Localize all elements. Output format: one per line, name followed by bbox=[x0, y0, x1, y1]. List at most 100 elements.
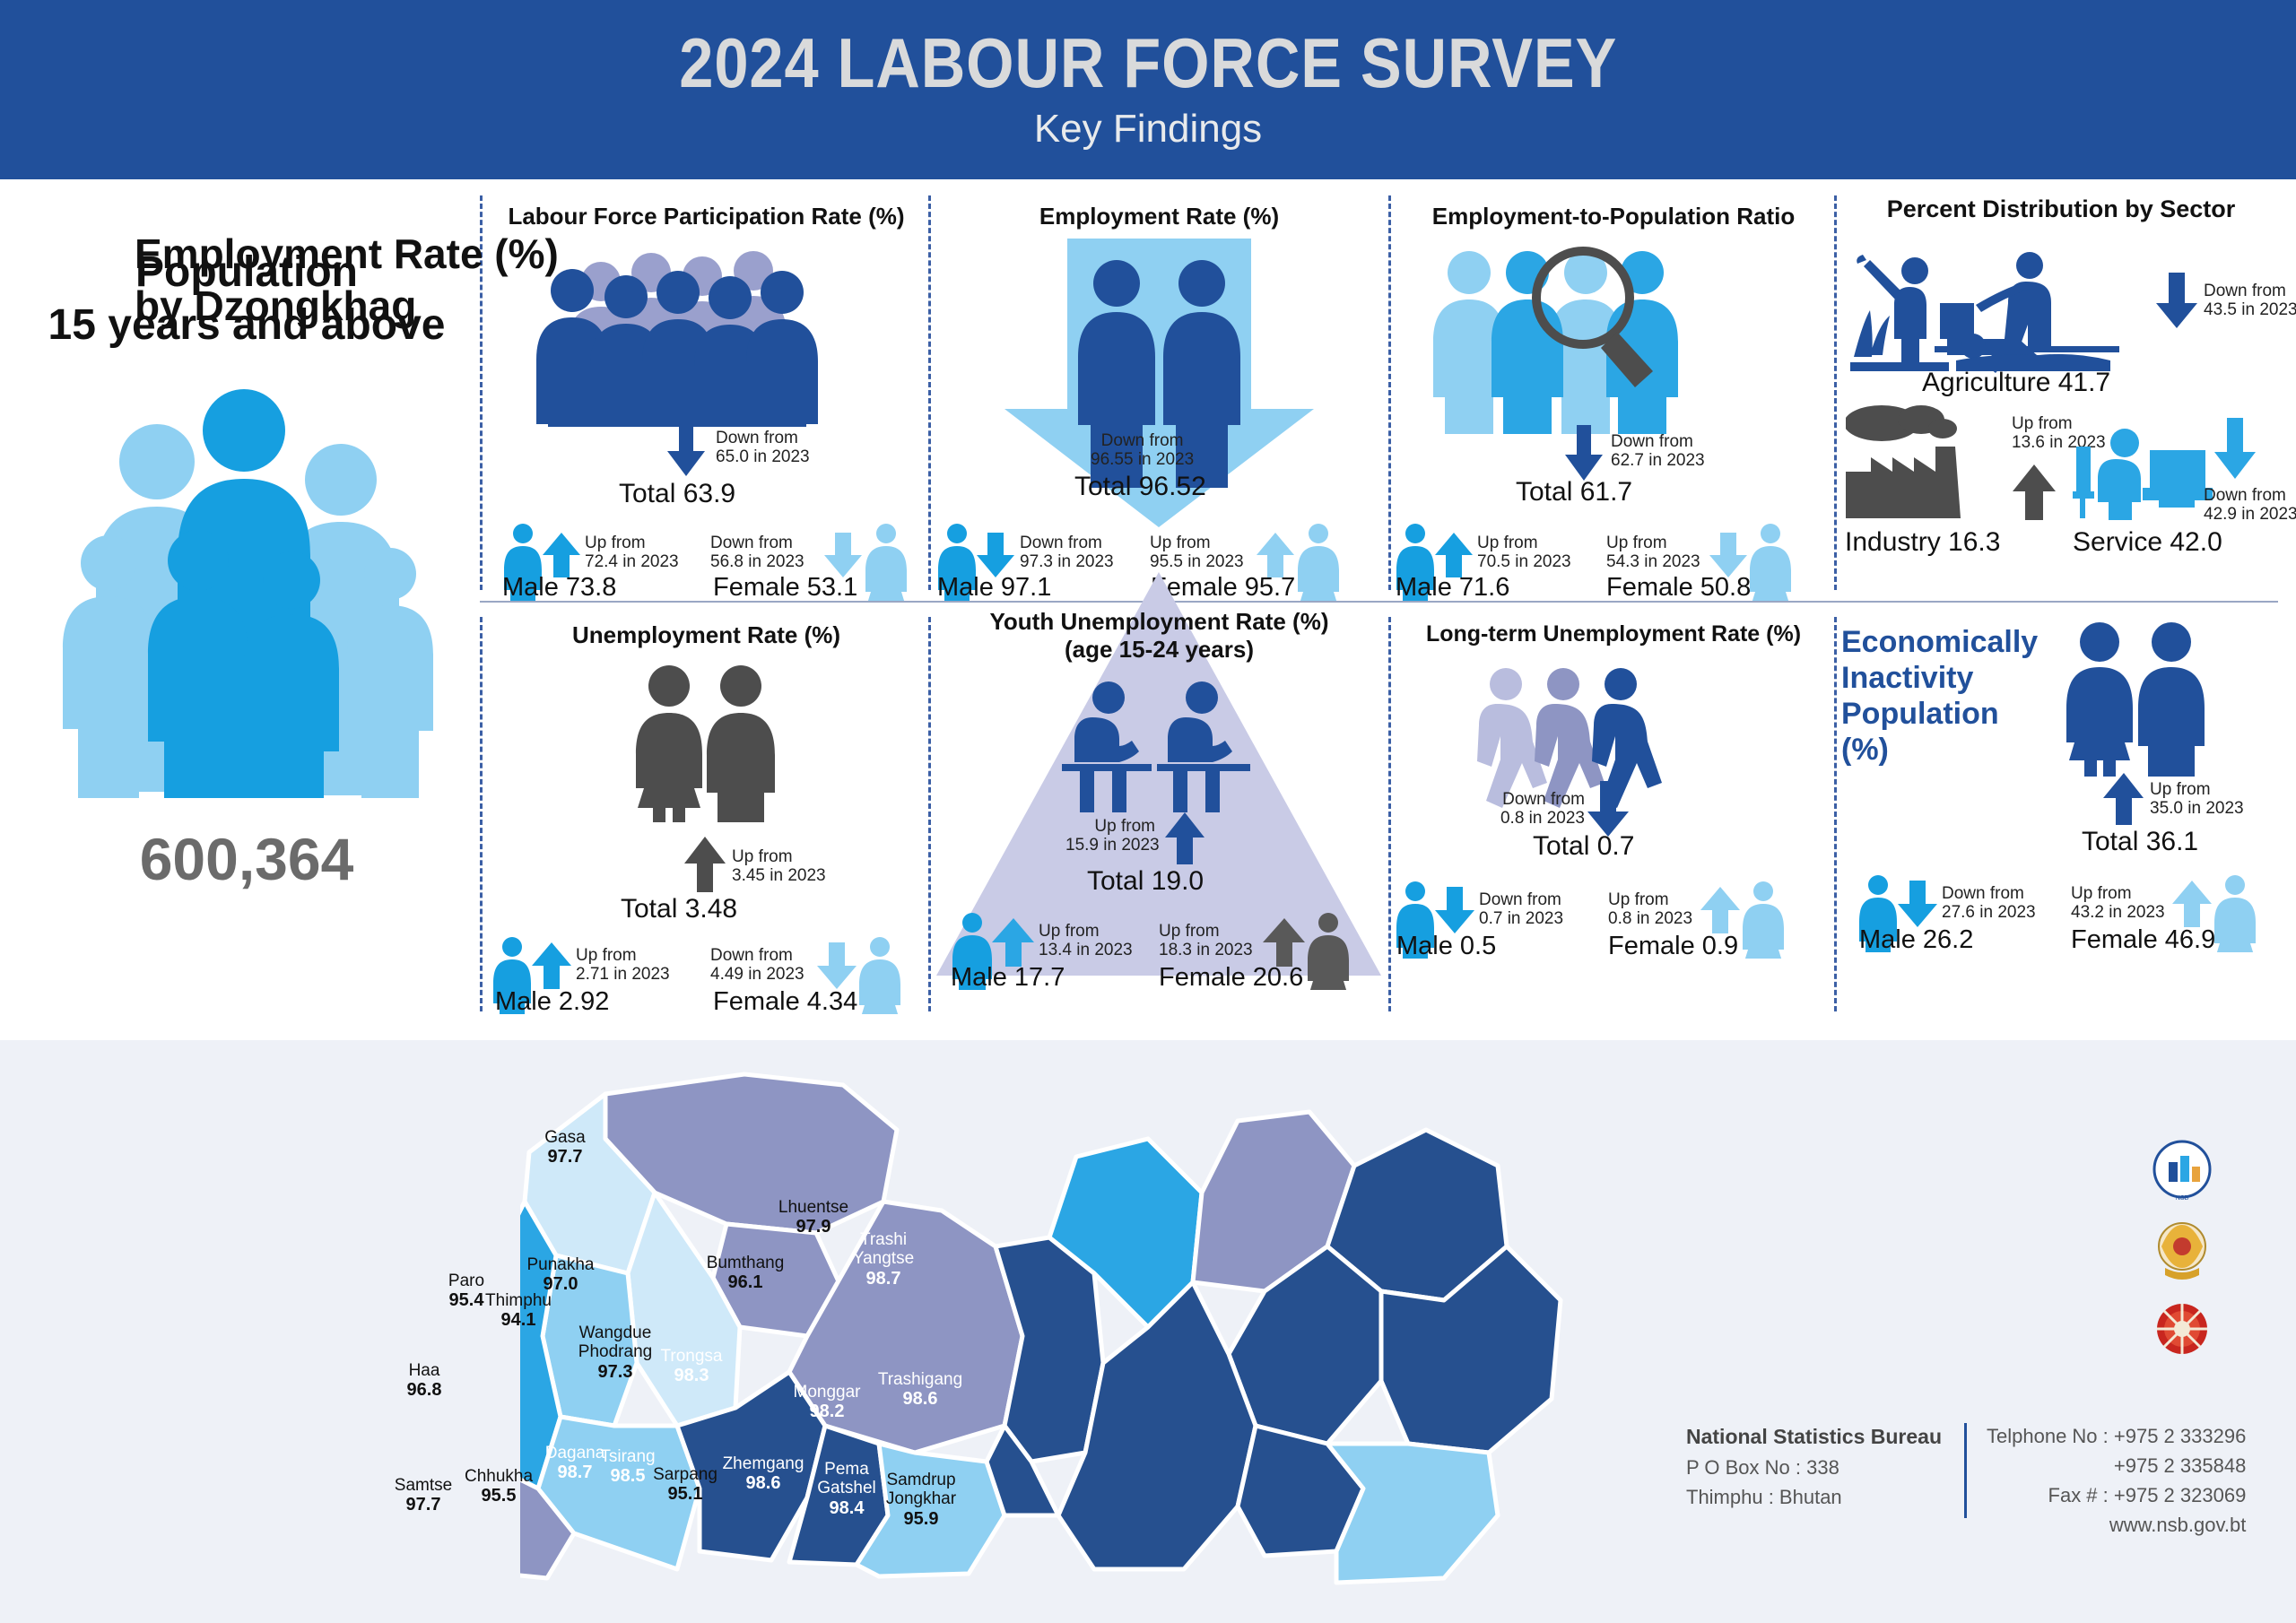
svg-text:NSB: NSB bbox=[2176, 1195, 2189, 1202]
divider-8 bbox=[1834, 617, 1837, 1011]
unemployment-female-label: Female 4.34 bbox=[713, 987, 858, 1016]
panels-grid: Labour Force Participation Rate (%) bbox=[480, 195, 2296, 1029]
arrow-down-icon bbox=[1898, 881, 1937, 927]
youth-male-note: Up from 13.4 in 2023 bbox=[1039, 922, 1133, 960]
epr-people-magnifier-icon bbox=[1433, 247, 1678, 434]
male-icon bbox=[952, 913, 992, 990]
region-chhukha[interactable] bbox=[535, 1414, 702, 1572]
employment-total-note: Down from 96.55 in 2023 bbox=[1091, 431, 1195, 470]
inactivity-title-line4: (%) bbox=[1841, 733, 1889, 768]
region-samdrupjongkhar[interactable] bbox=[1325, 1441, 1500, 1585]
region-wangdue[interactable] bbox=[787, 1199, 1025, 1455]
youth-total: Total 19.0 bbox=[1087, 866, 1205, 896]
unemployment-female-note: Down from 4.49 in 2023 bbox=[710, 946, 804, 985]
arrow-up-icon bbox=[2172, 881, 2212, 927]
unemployment-male-note: Up from 2.71 in 2023 bbox=[576, 946, 670, 985]
footer-website[interactable]: www.nsb.gov.bt bbox=[2109, 1514, 2247, 1536]
arrow-up-icon bbox=[1257, 533, 1294, 577]
footer-pobox: P O Box No : 338 bbox=[1686, 1455, 1839, 1479]
arrow-down-icon bbox=[1709, 533, 1747, 577]
unemployment-total-note: Up from 3.45 in 2023 bbox=[732, 847, 826, 886]
logos-group: NSB bbox=[2144, 1139, 2251, 1374]
arrow-down-icon bbox=[977, 533, 1014, 577]
region-sarpang-east[interactable] bbox=[984, 1423, 1061, 1518]
male-icon bbox=[938, 524, 976, 601]
population-title-line1: Population bbox=[135, 248, 358, 296]
inactivity-female-note: Up from 43.2 in 2023 bbox=[2071, 884, 2165, 923]
region-sarpang[interactable] bbox=[854, 1441, 1007, 1579]
inactivity-female-label: Female 46.9 bbox=[2071, 925, 2216, 954]
inactivity-couple-icon bbox=[2066, 622, 2205, 777]
inactivity-male-label: Male 26.2 bbox=[1859, 925, 1974, 954]
bhutan-dzongkhag-map[interactable] bbox=[520, 1067, 1776, 1623]
panel-unemployment: Unemployment Rate (%) Up from 3.45 in 202… bbox=[484, 621, 928, 1016]
lfpr-female-note: Down from 56.8 in 2023 bbox=[710, 534, 804, 572]
arrow-up-icon bbox=[1263, 918, 1305, 967]
population-title: Population 15 years and above bbox=[18, 247, 475, 352]
longterm-female-label: Female 0.9 bbox=[1608, 932, 1739, 960]
map-heading-line2: by Dzongkhag bbox=[135, 282, 417, 329]
panel-youth-title-line1: Youth Unemployment Rate (%) bbox=[989, 608, 1329, 635]
page-title: 2024 LABOUR FORCE SURVEY bbox=[679, 23, 1617, 102]
footer-fax: Fax # : +975 2 323069 bbox=[2048, 1484, 2247, 1506]
unemployment-total: Total 3.48 bbox=[621, 894, 738, 924]
lfpr-people-icon bbox=[536, 251, 818, 427]
inactivity-total-note: Up from 35.0 in 2023 bbox=[2150, 780, 2244, 819]
panel-lfpr-title: Labour Force Participation Rate (%) bbox=[508, 203, 905, 230]
industry-icon bbox=[1846, 405, 1961, 518]
service-icon bbox=[2073, 429, 2213, 520]
agriculture-icon bbox=[1850, 252, 2119, 373]
panel-epr: Employment-to-Population Ratio Down from… bbox=[1393, 203, 1834, 602]
divider-7 bbox=[1388, 617, 1391, 1011]
inactivity-title-line1: Economically bbox=[1841, 625, 2039, 659]
male-icon bbox=[493, 937, 531, 1014]
arrow-down-icon bbox=[1587, 781, 1629, 837]
female-icon bbox=[1743, 881, 1784, 959]
footer-divider bbox=[1964, 1423, 1967, 1518]
employment-female-note: Up from 95.5 in 2023 bbox=[1150, 534, 1244, 572]
female-icon bbox=[1750, 524, 1791, 601]
panel-sector-title: Percent Distribution by Sector bbox=[1886, 195, 2236, 222]
population-value: 600,364 bbox=[139, 826, 354, 893]
youth-female-label: Female 20.6 bbox=[1159, 963, 1304, 992]
arrow-up-icon bbox=[1700, 887, 1740, 933]
lfpr-total-note: Down from 65.0 in 2023 bbox=[716, 429, 810, 467]
region-thimphu[interactable] bbox=[625, 1190, 743, 1428]
sector-agriculture-note: Down from 43.5 in 2023 bbox=[2204, 282, 2296, 320]
male-icon bbox=[1396, 881, 1434, 959]
employment-male-label: Male 97.1 bbox=[937, 573, 1052, 602]
panel-employment-title: Employment Rate (%) bbox=[1039, 203, 1280, 230]
arrow-up-icon bbox=[684, 837, 726, 892]
female-icon bbox=[1298, 524, 1339, 601]
employment-arrow-icon bbox=[1004, 239, 1314, 527]
panel-longterm: Long-term Unemployment Rate (%) Dow bbox=[1393, 621, 1834, 1011]
panel-sector: Percent Distribution by Sector Down from… bbox=[1841, 195, 2296, 597]
longterm-total: Total 0.7 bbox=[1533, 831, 1635, 861]
footer: National Statistics Bureau P O Box No : … bbox=[1686, 1421, 2246, 1540]
epr-total: Total 61.7 bbox=[1516, 477, 1633, 507]
panel-youth-title: Youth Unemployment Rate (%) (age 15-24 y… bbox=[933, 608, 1386, 664]
divider-horizontal bbox=[480, 601, 2278, 603]
divider-2 bbox=[928, 195, 931, 590]
epr-total-note: Down from 62.7 in 2023 bbox=[1611, 432, 1705, 471]
divider-6 bbox=[928, 617, 931, 1011]
map-heading: Employment Rate (%) by Dzongkhag bbox=[135, 229, 559, 332]
panel-epr-title: Employment-to-Population Ratio bbox=[1431, 203, 1796, 230]
region-trashigang[interactable] bbox=[1378, 1244, 1563, 1455]
lfpr-male-note: Up from 72.4 in 2023 bbox=[585, 534, 679, 572]
female-icon bbox=[859, 937, 900, 1014]
panel-youth: Youth Unemployment Rate (%) (age 15-24 y… bbox=[933, 572, 1386, 1011]
dharma-wheel-icon bbox=[2157, 1304, 2207, 1354]
footer-phone1: Telphone No : +975 2 333296 bbox=[1987, 1425, 2247, 1447]
arrow-down-icon bbox=[2156, 273, 2197, 328]
arrow-down-icon bbox=[817, 942, 857, 989]
lfpr-male-label: Male 73.8 bbox=[502, 573, 617, 602]
panel-inactivity-title: Economically Inactivity Population (%) bbox=[1841, 624, 2038, 768]
sector-industry-label: Industry 16.3 bbox=[1845, 527, 2001, 557]
footer-phone2: +975 2 335848 bbox=[2113, 1454, 2247, 1477]
youth-triangle-shape bbox=[936, 572, 1381, 976]
female-icon bbox=[1308, 913, 1349, 990]
epr-male-note: Up from 70.5 in 2023 bbox=[1477, 534, 1571, 572]
arrow-up-icon bbox=[532, 942, 571, 989]
inactivity-male-note: Down from 27.6 in 2023 bbox=[1942, 884, 2036, 923]
